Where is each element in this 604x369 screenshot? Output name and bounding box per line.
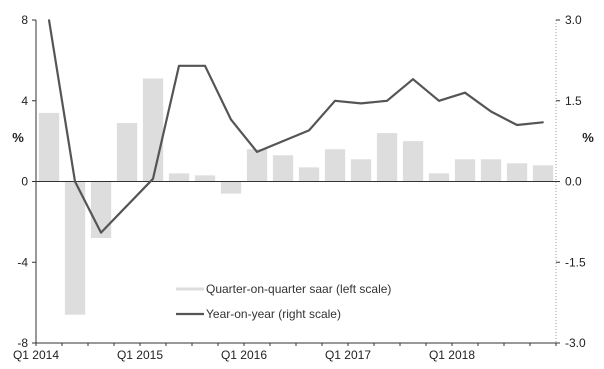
right-tick-label: -3.0	[565, 336, 586, 350]
x-tick-label: Q1 2015	[117, 348, 163, 362]
bar	[194, 175, 216, 182]
left-tick-label: -8	[17, 336, 28, 350]
bar	[350, 159, 372, 182]
line-point	[126, 204, 128, 207]
line-point	[516, 124, 518, 126]
left-tick-label: 4	[21, 94, 28, 108]
bar	[272, 155, 294, 182]
line-point	[282, 140, 284, 143]
left-axis-ticks: 8 4 0 -4 -8	[17, 13, 36, 350]
bar	[64, 181, 86, 315]
line-point	[48, 19, 50, 21]
left-tick-label: 8	[21, 13, 28, 27]
left-axis-unit: %	[12, 130, 24, 145]
line-point	[230, 118, 232, 121]
line-point	[256, 151, 258, 153]
line-points	[48, 19, 544, 234]
right-tick-label: 3.0	[565, 13, 582, 27]
bar	[116, 123, 138, 182]
bar	[376, 133, 398, 182]
series-line-year-on-year	[47, 19, 544, 234]
bar	[168, 173, 190, 182]
right-tick-label: 1.5	[565, 94, 582, 108]
bar	[220, 181, 242, 194]
left-tick-label: 0	[21, 175, 28, 189]
left-tick-label: -4	[17, 255, 28, 269]
legend-label-year-on-year: Year-on-year (right scale)	[206, 307, 341, 321]
x-axis-ticks: Q1 2014 Q1 2015 Q1 2016 Q1 2017 Q1 2018	[13, 343, 557, 362]
line-point	[74, 180, 76, 183]
x-tick-label: Q1 2018	[429, 348, 475, 362]
line-point	[178, 64, 180, 67]
line-point	[204, 64, 206, 67]
bar	[506, 163, 528, 182]
x-tick-label: Q1 2017	[325, 348, 371, 362]
line-point	[152, 177, 154, 180]
right-tick-label: -1.5	[565, 255, 586, 269]
line-point	[490, 110, 492, 113]
line-point	[438, 99, 440, 102]
line-point	[386, 99, 388, 102]
x-tick-label: Q1 2014	[13, 348, 59, 362]
bar	[532, 165, 554, 182]
line-point	[412, 78, 414, 81]
line-point	[542, 121, 544, 124]
legend: Quarter-on-quarter saar (left scale) Yea…	[176, 282, 391, 321]
line-point	[360, 102, 362, 105]
line-point	[308, 129, 310, 132]
bar	[246, 149, 268, 182]
bar	[428, 173, 450, 182]
bar	[90, 181, 112, 238]
right-tick-label: 0.0	[565, 175, 582, 189]
bar	[298, 167, 320, 182]
line-point	[464, 91, 466, 94]
line-point	[100, 231, 102, 234]
legend-label-quarter-on-quarter: Quarter-on-quarter saar (left scale)	[206, 282, 391, 296]
right-axis-unit: %	[582, 130, 594, 145]
bar	[402, 141, 424, 182]
bar	[142, 78, 164, 182]
line-point	[334, 99, 336, 102]
bar	[38, 112, 60, 182]
x-tick-label: Q1 2016	[221, 348, 267, 362]
bar	[480, 159, 502, 182]
bar	[454, 159, 476, 182]
bar	[324, 149, 346, 182]
right-axis-ticks: 3.0 1.5 0.0 -1.5 -3.0	[556, 13, 586, 350]
